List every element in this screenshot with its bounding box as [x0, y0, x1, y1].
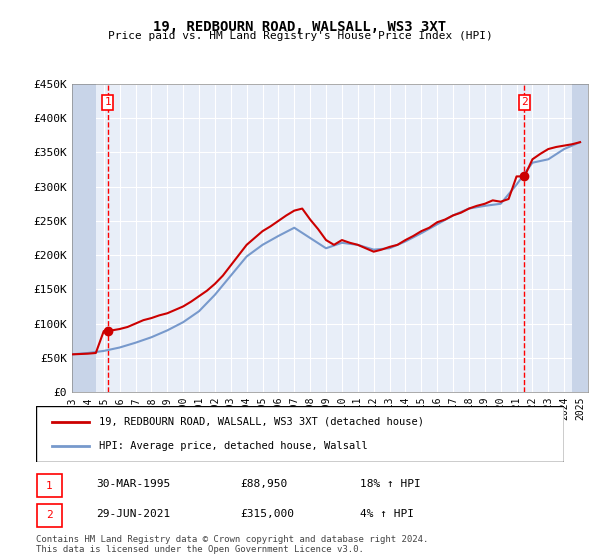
Text: 29-JUN-2021: 29-JUN-2021 [96, 509, 170, 519]
Text: 19, REDBOURN ROAD, WALSALL, WS3 3XT (detached house): 19, REDBOURN ROAD, WALSALL, WS3 3XT (det… [100, 417, 424, 427]
Text: £315,000: £315,000 [240, 509, 294, 519]
FancyBboxPatch shape [37, 504, 62, 527]
Bar [72, 84, 96, 392]
Text: 2: 2 [521, 97, 528, 108]
FancyBboxPatch shape [37, 474, 62, 497]
Text: HPI: Average price, detached house, Walsall: HPI: Average price, detached house, Wals… [100, 441, 368, 451]
FancyBboxPatch shape [36, 406, 564, 462]
Text: 19, REDBOURN ROAD, WALSALL, WS3 3XT: 19, REDBOURN ROAD, WALSALL, WS3 3XT [154, 20, 446, 34]
Text: Contains HM Land Registry data © Crown copyright and database right 2024.
This d: Contains HM Land Registry data © Crown c… [36, 535, 428, 554]
Bar [572, 84, 588, 392]
Text: 18% ↑ HPI: 18% ↑ HPI [360, 479, 421, 489]
Text: 2: 2 [46, 511, 53, 520]
Text: Price paid vs. HM Land Registry's House Price Index (HPI): Price paid vs. HM Land Registry's House … [107, 31, 493, 41]
Text: £88,950: £88,950 [240, 479, 287, 489]
Text: 4% ↑ HPI: 4% ↑ HPI [360, 509, 414, 519]
Text: 30-MAR-1995: 30-MAR-1995 [96, 479, 170, 489]
Text: 1: 1 [104, 97, 111, 108]
Text: 1: 1 [46, 481, 53, 491]
